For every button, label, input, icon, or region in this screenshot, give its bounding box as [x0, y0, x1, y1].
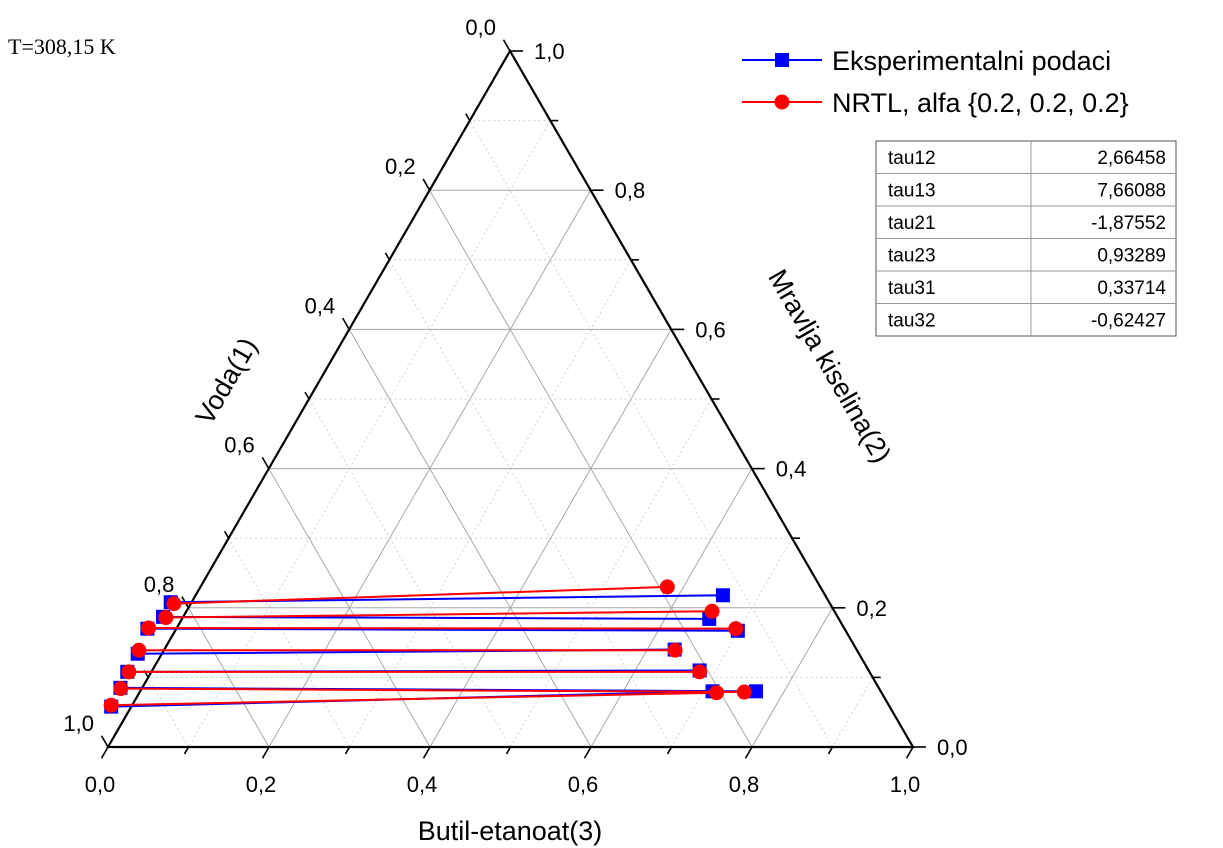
left-tick-label: 0,0 [465, 15, 496, 40]
nrtl-point [667, 642, 683, 658]
right-tick-label: 0,8 [615, 178, 646, 203]
bottom-axis-tick [583, 746, 592, 759]
nrtl-point [728, 621, 744, 637]
legend-marker-square [775, 53, 789, 67]
right-tick-label: 0,2 [856, 596, 887, 621]
grid-line [751, 607, 833, 748]
bottom-axis-tick [827, 746, 834, 755]
grid-line [388, 259, 672, 748]
right-tick-label: 1,0 [534, 39, 565, 64]
grid-layer [147, 120, 874, 748]
right-tick-label: 0,6 [695, 317, 726, 342]
grid-line [188, 120, 551, 748]
left-axis-tick [223, 530, 230, 539]
table-param-name: tau31 [888, 278, 936, 299]
left-tick-label: 0,4 [305, 293, 336, 318]
nrtl-tie-line [173, 585, 668, 605]
nrtl-point [166, 596, 182, 612]
bottom-tick-label: 0,4 [407, 772, 438, 797]
table-param-name: tau21 [888, 213, 936, 234]
series-layer [103, 579, 763, 714]
left-axis-tick [502, 39, 511, 52]
parameter-table: tau12 2,66458 tau13 7,66088 tau21 -1,87552 tau… [875, 140, 1177, 337]
grid-line [147, 677, 189, 748]
left-tick-label: 0,8 [144, 572, 175, 597]
grid-line [832, 677, 874, 748]
table-param-value: 0,33714 [1097, 278, 1166, 299]
bottom-tick-label: 0,8 [729, 772, 760, 797]
left-axis-tick [100, 735, 109, 748]
left-tick-label: 0,6 [224, 433, 255, 458]
nrtl-tie-line [120, 687, 745, 694]
bottom-axis-tick [666, 746, 673, 755]
bottom-axis-tick [505, 746, 512, 755]
right-tick-label: 0,0 [937, 735, 968, 760]
left-axis-tick [261, 456, 270, 470]
grid-line [349, 259, 632, 748]
nrtl-point [131, 642, 147, 658]
nrtl-point [141, 620, 157, 636]
grid-line [510, 398, 712, 748]
bottom-axis-tick [744, 746, 753, 759]
table-param-value: 0,93289 [1097, 246, 1166, 267]
bottom-tick-label: 1,0 [890, 772, 921, 797]
table-param-value: 2,66458 [1097, 148, 1166, 169]
bottom-axis-tick [905, 746, 914, 759]
table-param-name: tau12 [888, 148, 936, 169]
nrtl-point [692, 664, 708, 680]
bottom-axis-tick [261, 746, 270, 759]
grid-line [228, 537, 350, 748]
grid-line [187, 607, 270, 748]
grid-line [308, 398, 511, 748]
bottom-axis-tick [422, 746, 431, 759]
bottom-tick-label: 0,0 [85, 772, 116, 797]
table-param-value: -1,87552 [1091, 213, 1166, 234]
left-tick-label: 0,2 [385, 154, 416, 179]
nrtl-tie-line [165, 610, 713, 619]
left-axis-tick [342, 317, 350, 330]
table-param-name: tau32 [888, 311, 936, 332]
table-param-name: tau23 [888, 246, 936, 267]
bottom-tick-label: 0,2 [246, 772, 277, 797]
table-param-value: -0,62427 [1091, 311, 1166, 332]
nrtl-point [736, 684, 752, 700]
nrtl-point [709, 685, 725, 701]
legend-label-nrtl: NRTL, alfa {0.2, 0.2, 0.2} [832, 88, 1129, 118]
bottom-tick-label: 0,6 [568, 772, 599, 797]
grid-line [590, 468, 753, 748]
left-axis-tick [384, 252, 391, 261]
tick-layer: 0,0 0,0 0,0 0,2 0,2 0,2 0,4 0,4 0,4 0,6 0,6 0,6 0,8 0… [63, 15, 967, 797]
experimental-point [748, 684, 763, 699]
grid-line [268, 468, 431, 748]
nrtl-point [158, 610, 174, 626]
legend-label-experimental: Eksperimentalni podaci [832, 46, 1111, 76]
left-axis-tick [465, 113, 471, 122]
temperature-annotation: T=308,15 K [8, 34, 116, 59]
bottom-axis-tick [100, 746, 109, 759]
nrtl-tie-line [111, 691, 717, 707]
experimental-point [715, 588, 730, 603]
grid-line [469, 120, 833, 748]
legend: Eksperimentalni podaci NRTL, alfa {0.2, … [742, 46, 1129, 118]
bottom-axis-title: Butil-etanoat(3) [418, 816, 603, 846]
nrtl-point [121, 664, 137, 680]
nrtl-point [113, 681, 129, 697]
right-tick-label: 0,4 [776, 457, 807, 482]
nrtl-point [704, 603, 720, 619]
table-param-value: 7,66088 [1097, 181, 1166, 202]
left-tick-label: 1,0 [63, 711, 94, 736]
nrtl-point [659, 579, 675, 595]
bottom-axis-tick [183, 746, 190, 755]
left-axis-title: Voda(1) [190, 333, 263, 430]
bottom-axis-tick [344, 746, 351, 755]
grid-line [671, 537, 793, 748]
nrtl-point [103, 697, 119, 713]
left-axis-tick [304, 391, 310, 400]
left-axis-tick [422, 178, 431, 191]
legend-marker-circle [774, 94, 790, 110]
nrtl-tie-line [148, 626, 736, 630]
table-param-name: tau13 [888, 181, 936, 202]
